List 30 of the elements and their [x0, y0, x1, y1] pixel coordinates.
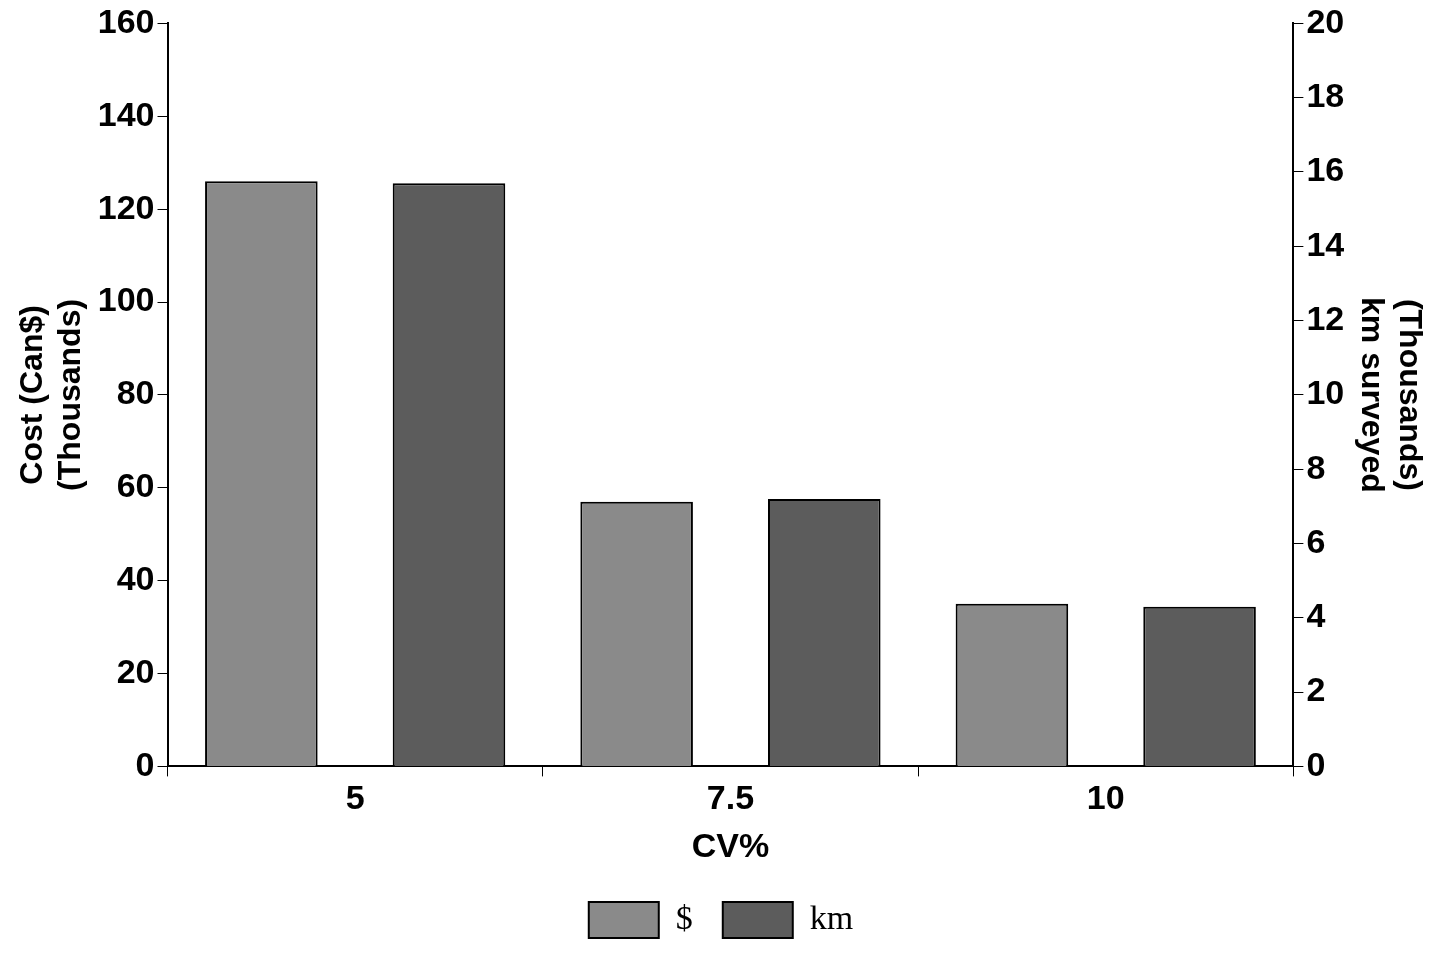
y-tick-label: 100	[97, 280, 155, 319]
y-tick-label: 160	[97, 1, 155, 40]
y2-tick-label: 20	[1306, 1, 1345, 40]
y-tick-label: 0	[135, 744, 155, 783]
text: (Thousands)	[51, 298, 88, 491]
y2-tick-label: 4	[1306, 596, 1326, 635]
y2-tick-label: 12	[1306, 298, 1345, 337]
y2-tick-label: 0	[1306, 744, 1326, 783]
y2-tick-label: 14	[1306, 224, 1345, 263]
text: km surveyed	[1354, 297, 1391, 493]
y2-tick-label: 8	[1306, 447, 1326, 486]
y-tick-label: 40	[116, 559, 155, 598]
x-axis-title: CV%	[691, 825, 770, 864]
text: Cost (Can$)	[13, 305, 50, 485]
y-tick-label: 140	[97, 94, 155, 133]
x-tick-label: 5	[345, 778, 365, 817]
y-tick-label: 120	[97, 187, 155, 226]
y-tick-label: 60	[116, 466, 155, 505]
y2-tick-label: 18	[1306, 76, 1345, 115]
x-tick-label: 7.5	[706, 778, 755, 817]
y2-tick-label: 10	[1306, 373, 1345, 412]
y2-tick-label: 6	[1306, 521, 1326, 560]
text: (Thousands)	[1392, 298, 1429, 491]
y2-tick-label: 16	[1306, 150, 1345, 189]
y-tick-label: 80	[116, 373, 155, 412]
legend-label: km	[809, 898, 854, 936]
y2-tick-label: 2	[1306, 670, 1326, 709]
legend-label: $	[675, 898, 693, 936]
x-tick-label: 10	[1086, 778, 1125, 817]
y-tick-label: 20	[116, 651, 155, 690]
